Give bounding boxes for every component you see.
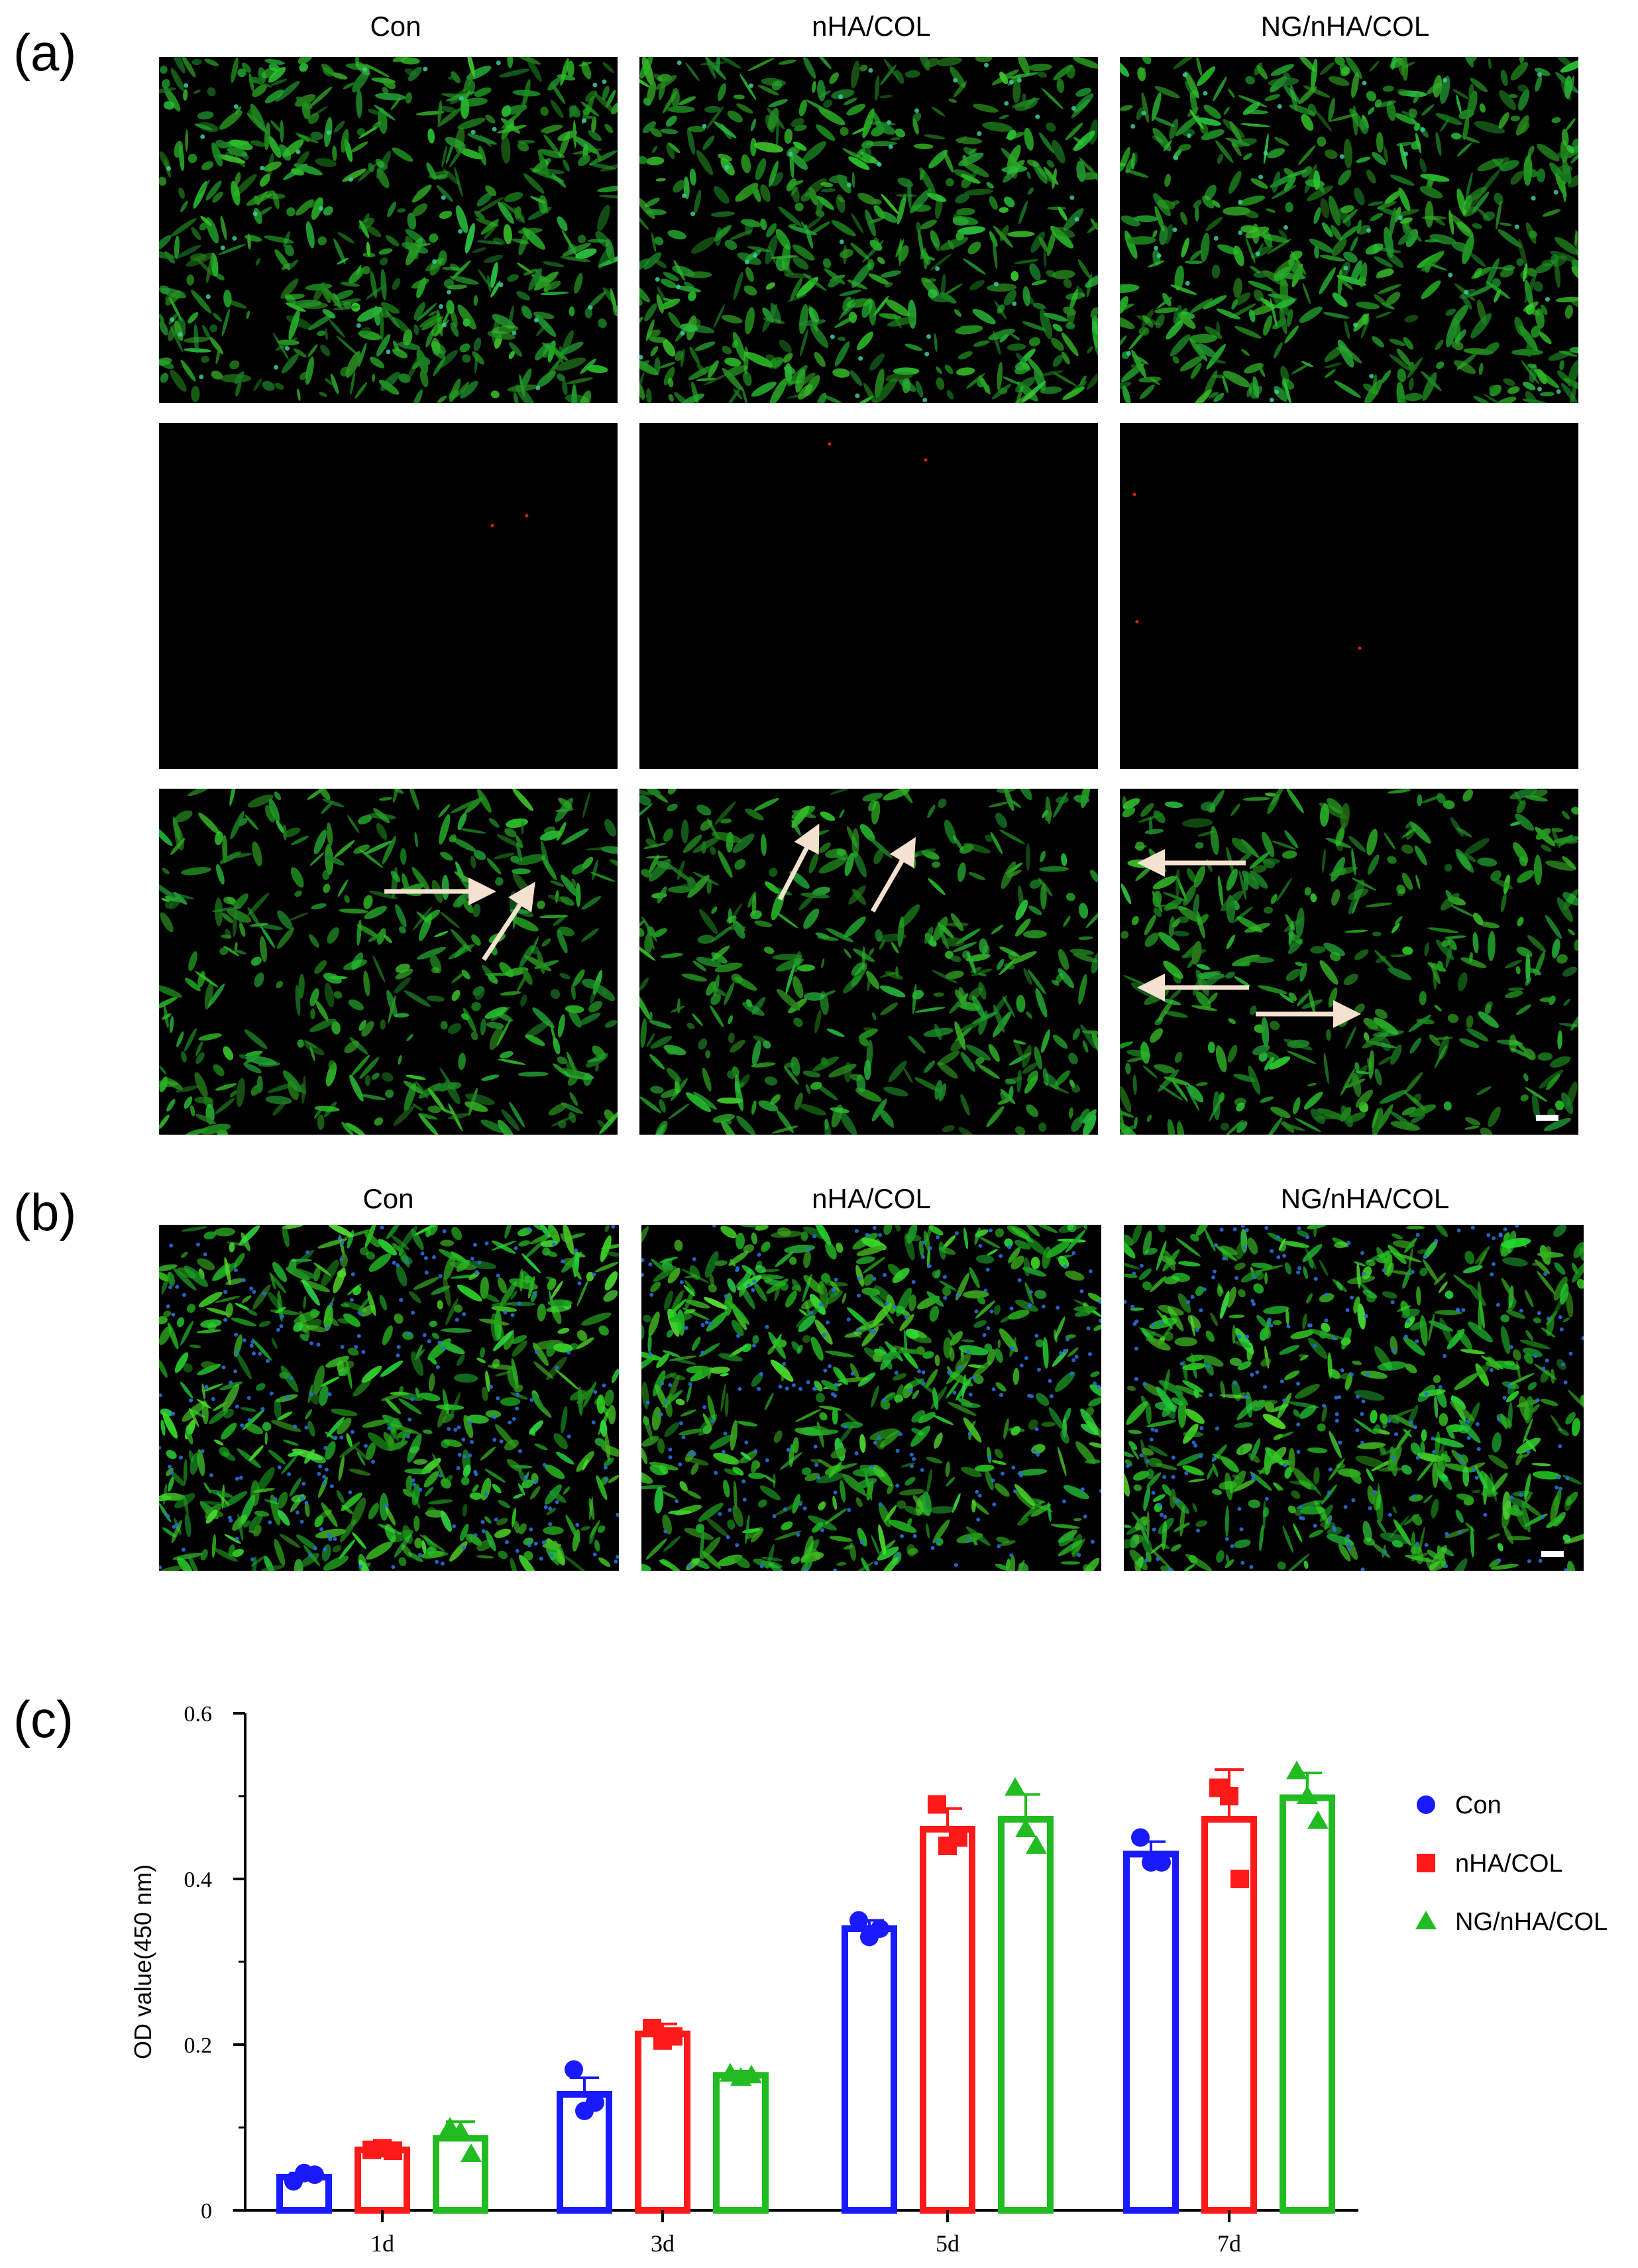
- data-point: [849, 1911, 868, 1930]
- data-point: [305, 2165, 324, 2184]
- data-point: [384, 2141, 402, 2160]
- y-axis-label: OD value(450 nm): [129, 1864, 156, 2059]
- legend-label: nHA/COL: [1455, 1850, 1563, 1878]
- panel-a-letter: (a): [13, 23, 77, 82]
- panel-b-column-label-con: Con: [362, 1183, 414, 1214]
- data-point: [1307, 1810, 1329, 1829]
- legend-label: NG/nHA/COL: [1455, 1908, 1608, 1936]
- data-point: [450, 2121, 471, 2140]
- bar: [635, 2030, 690, 2214]
- panel-a-column-label-ng-nha-col: NG/nHA/COL: [1260, 11, 1430, 42]
- micrograph-dead-con: [159, 423, 618, 769]
- data-point: [1220, 1787, 1238, 1805]
- data-point: [1286, 1760, 1307, 1780]
- micrograph-dead-ng-nha-col: [1120, 423, 1578, 769]
- arrow-annotation-2: [482, 881, 535, 961]
- y-tick-label: 0.2: [184, 2033, 213, 2058]
- x-tick-label: 5d: [936, 2230, 959, 2257]
- y-tick-label: 0: [201, 2199, 212, 2224]
- data-point: [1152, 1853, 1171, 1872]
- data-point: [586, 2093, 604, 2112]
- panel-b-column-label-ng-nha-col: NG/nHA/COL: [1280, 1183, 1450, 1214]
- x-tick-label: 3d: [651, 2230, 675, 2257]
- micrograph-live-nha-col: [639, 57, 1098, 403]
- x-tick-label: 7d: [1217, 2230, 1241, 2257]
- data-point: [1026, 1835, 1047, 1854]
- panel-a-column-label-con: Con: [370, 11, 421, 42]
- micrograph-merge-con: [159, 789, 618, 1135]
- legend-marker: [1417, 1795, 1435, 1814]
- micrograph-merge-ng-nha-col: [1120, 789, 1578, 1135]
- od-bar-chart: 0 0.2 0.4 0.6 OD value(450 nm) 1d 3d 5d 7d Con nHA…: [129, 1702, 1608, 2257]
- y-tick-label: 0.6: [184, 1702, 213, 1727]
- bar: [1280, 1794, 1335, 2214]
- panel-a-column-label-nha-col: nHA/COL: [812, 11, 931, 42]
- x-tick-label: 1d: [370, 2230, 394, 2257]
- bar: [1123, 1850, 1179, 2214]
- panel-b-letter: (b): [13, 1183, 77, 1241]
- data-point: [664, 2027, 682, 2046]
- data-point: [1015, 1819, 1036, 1837]
- micrograph-live-con: [159, 57, 618, 403]
- micrograph-dead-nha-col: [639, 423, 1098, 769]
- data-point: [949, 1828, 967, 1847]
- micrograph-live-ng-nha-col: [1120, 57, 1578, 403]
- bar: [713, 2072, 769, 2214]
- panel-b-column-label-nha-col: nHA/COL: [812, 1183, 931, 1214]
- data-point: [871, 1919, 889, 1938]
- arrow-annotation-1: [777, 823, 820, 901]
- bar: [998, 1816, 1054, 2214]
- bar: [433, 2135, 488, 2214]
- micrograph-cytoskeleton-nha-col: [641, 1225, 1101, 1571]
- micrograph-merge-nha-col: [639, 789, 1098, 1135]
- scale-bar: [1541, 1551, 1564, 1557]
- bar: [920, 1826, 975, 2214]
- data-point: [1131, 1828, 1150, 1847]
- arrow-annotation-2: [870, 836, 916, 913]
- bar: [842, 1925, 897, 2214]
- data-point: [741, 2065, 762, 2084]
- micrograph-cytoskeleton-ng-nha-col: [1124, 1225, 1584, 1571]
- y-tick-label: 0.4: [184, 1868, 213, 1892]
- data-point: [461, 2143, 482, 2162]
- micrograph-cytoskeleton-con: [159, 1225, 619, 1571]
- data-point: [1297, 1786, 1318, 1804]
- legend-marker: [1417, 1854, 1435, 1872]
- legend-label: Con: [1455, 1791, 1502, 1819]
- data-point: [928, 1795, 946, 1814]
- data-point: [1230, 1870, 1249, 1888]
- legend-marker: [1415, 1911, 1437, 1929]
- panel-c-letter: (c): [13, 1690, 74, 1748]
- scale-bar: [1536, 1115, 1558, 1121]
- data-point: [1005, 1777, 1026, 1796]
- data-point: [565, 2060, 583, 2079]
